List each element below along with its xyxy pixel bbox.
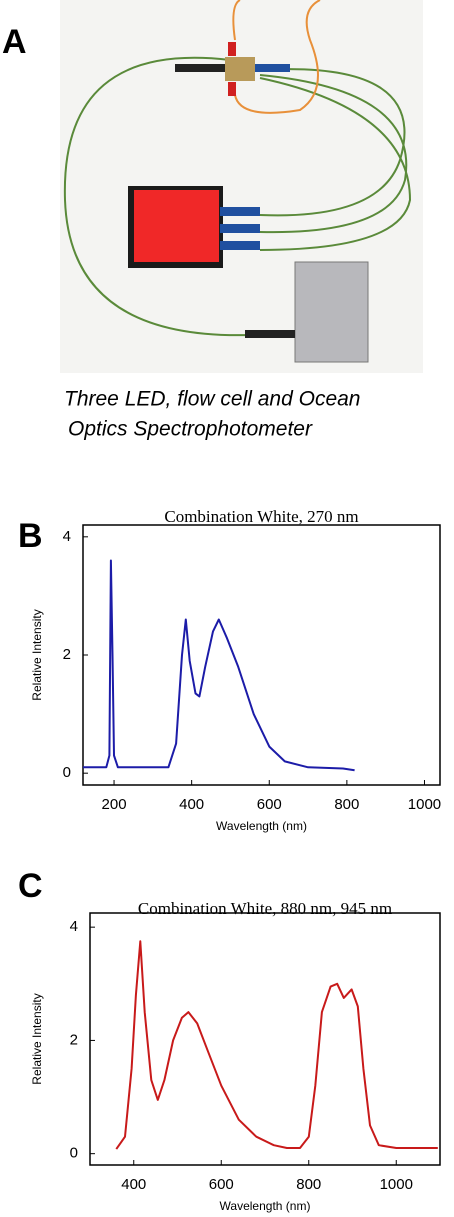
x-axis-label: Wavelength (nm) [216, 819, 307, 833]
y-axis-label: Relative Intensity [30, 609, 44, 700]
plot-frame [89, 912, 441, 1166]
y-tick-label: 0 [63, 764, 71, 781]
x-axis-label: Wavelength (nm) [220, 1199, 311, 1213]
y-tick-label: 2 [63, 646, 71, 663]
x-tick-label: 400 [121, 1176, 146, 1193]
panel-label: B [18, 517, 43, 555]
chart-title: Combination White, 270 nm [164, 507, 358, 526]
chart-title: Combination White, 880 nm, 945 nm [138, 899, 392, 918]
x-tick-label: 600 [257, 796, 282, 813]
plot-frame [82, 524, 441, 786]
panel-label: C [18, 867, 43, 905]
data-line [83, 559, 355, 772]
caption: Optics Spectrophotometer [68, 418, 313, 441]
x-tick-label: 200 [102, 796, 127, 813]
y-axis-label: Relative Intensity [30, 993, 44, 1084]
y-tick-label: 4 [70, 918, 78, 935]
x-tick-label: 1000 [380, 1176, 413, 1193]
caption: Three LED, flow cell and Ocean [64, 388, 360, 411]
photo [60, 0, 423, 373]
x-tick-label: 1000 [408, 796, 441, 813]
y-tick-label: 2 [70, 1031, 78, 1048]
x-tick-label: 800 [334, 796, 359, 813]
y-tick-label: 0 [70, 1145, 78, 1162]
x-tick-label: 400 [179, 796, 204, 813]
y-tick-label: 4 [63, 528, 71, 545]
panel-label: A [2, 23, 27, 61]
data-line [115, 940, 438, 1150]
x-tick-label: 800 [296, 1176, 321, 1193]
x-tick-label: 600 [209, 1176, 234, 1193]
